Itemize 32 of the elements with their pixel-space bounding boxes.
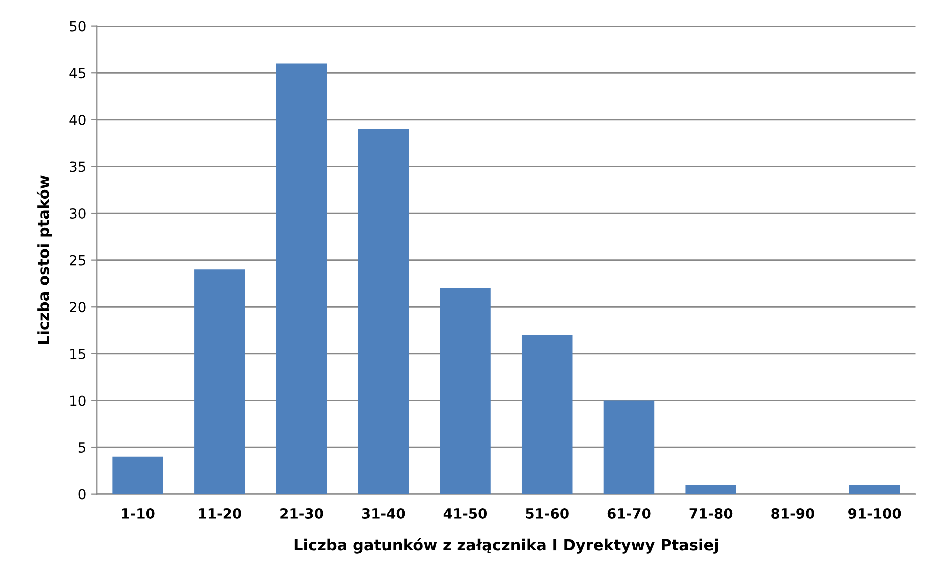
x-tick-label: 11-20 bbox=[199, 508, 242, 519]
bar bbox=[849, 484, 900, 494]
y-tick-label: 40 bbox=[70, 114, 86, 126]
y-tick-label: 20 bbox=[70, 302, 86, 313]
x-axis-title: Liczba gatunków z załącznika I Dyrektywy Ptasiej bbox=[294, 538, 718, 554]
x-tick-label: 61-70 bbox=[608, 508, 651, 519]
x-tick-label: 51-60 bbox=[526, 508, 569, 519]
y-tick-label: 30 bbox=[70, 208, 86, 219]
bar bbox=[604, 400, 655, 494]
y-tick-label: 35 bbox=[70, 162, 86, 172]
x-tick-label: 31-40 bbox=[362, 508, 406, 519]
x-tick-label: 1-10 bbox=[122, 508, 155, 519]
bar bbox=[194, 270, 246, 494]
x-tick-label: 21-30 bbox=[280, 508, 324, 519]
bar bbox=[112, 456, 164, 494]
y-tick-label: 10 bbox=[70, 396, 86, 406]
bar bbox=[522, 335, 573, 494]
y-tick-label: 25 bbox=[70, 255, 86, 266]
y-tick-label: 15 bbox=[70, 349, 86, 360]
x-tick-label: 41-50 bbox=[444, 508, 488, 519]
bar bbox=[440, 288, 491, 494]
y-tick-label: 45 bbox=[70, 68, 86, 79]
y-tick-label: 0 bbox=[78, 489, 86, 500]
bar bbox=[358, 129, 410, 494]
y-tick-label: 50 bbox=[70, 21, 86, 32]
bar bbox=[686, 484, 736, 494]
x-tick-label: 81-90 bbox=[772, 508, 815, 519]
x-tick-label: 71-80 bbox=[690, 508, 733, 519]
y-tick-label: 5 bbox=[78, 442, 86, 453]
y-axis-title: Liczba ostoi ptaków bbox=[36, 176, 52, 344]
bar bbox=[276, 64, 328, 494]
x-tick-label: 91-100 bbox=[848, 508, 902, 519]
